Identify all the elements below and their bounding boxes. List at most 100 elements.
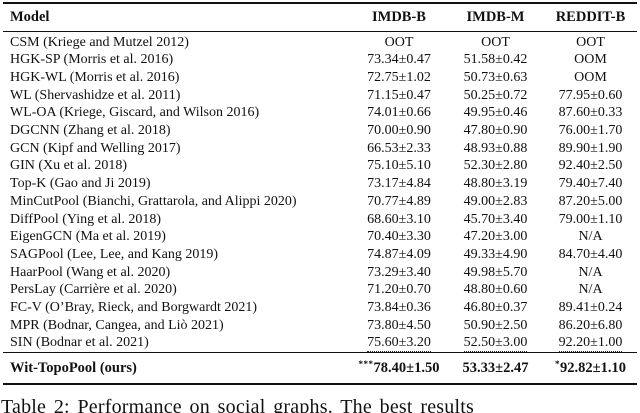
score-value: 77.95±0.60 bbox=[558, 87, 623, 103]
score-value: 76.00±1.70 bbox=[558, 123, 623, 139]
score-value: 68.60±3.10 bbox=[367, 211, 431, 227]
score-cell: 87.60±0.33 bbox=[544, 104, 637, 122]
score-value: 50.73±0.63 bbox=[463, 69, 528, 85]
score-cell: 50.25±0.72 bbox=[447, 87, 544, 105]
score-value: 72.75±1.02 bbox=[367, 69, 431, 85]
table-row: HGK-WL (Morris et al. 2016) 72.75±1.02 50.… bbox=[3, 69, 637, 87]
score-cell: 47.80±0.90 bbox=[447, 122, 544, 140]
score-cell: OOT bbox=[351, 31, 447, 51]
table-row: MPR (Bodnar, Cangea, and Liò 2021) 73.80±… bbox=[3, 317, 637, 335]
column-header-imdb-m: IMDB-M bbox=[447, 2, 544, 32]
model-name-cell: FC-V (O’Bray, Rieck, and Borgwardt 2021) bbox=[10, 300, 258, 316]
score-value: 74.01±0.66 bbox=[367, 105, 431, 121]
score-value: OOT bbox=[384, 34, 414, 50]
score-cell: 49.00±2.83 bbox=[447, 193, 544, 211]
score-cell: 86.20±6.80 bbox=[544, 317, 637, 335]
model-name-cell: HGK-SP (Morris et al. 2016) bbox=[10, 52, 174, 68]
model-name-cell: HGK-WL (Morris et al. 2016) bbox=[10, 69, 180, 85]
header-row: Model IMDB-B IMDB-M REDDIT-B bbox=[3, 2, 637, 32]
model-name-cell: Top-K (Gao and Ji 2019) bbox=[10, 176, 151, 192]
score-cell: 79.40±7.40 bbox=[544, 175, 637, 193]
table-caption: Table 2: Performance on social graphs. T… bbox=[1, 396, 474, 413]
column-header-model: Model bbox=[3, 2, 351, 32]
score-value: N/A bbox=[578, 282, 603, 298]
score-value: 73.17±4.84 bbox=[367, 176, 431, 192]
significance-marker: * bbox=[555, 358, 561, 369]
score-cell: 48.93±0.88 bbox=[447, 140, 544, 158]
score-value: 71.15±0.47 bbox=[367, 87, 431, 103]
table-footer: Wit-TopoPool (ours) ***78.40±1.50 53.33±2.… bbox=[3, 352, 637, 385]
score-value: 79.00±1.10 bbox=[558, 211, 623, 227]
score-cell: 77.95±0.60 bbox=[544, 87, 637, 105]
score-cell: OOT bbox=[544, 31, 637, 51]
score-cell: 73.84±0.36 bbox=[351, 299, 447, 317]
table-row: DGCNN (Zhang et al. 2018) 70.00±0.90 47.80… bbox=[3, 122, 637, 140]
score-value: OOM bbox=[574, 52, 607, 68]
score-cell: 49.98±5.70 bbox=[447, 264, 544, 282]
score-value: 70.00±0.90 bbox=[367, 123, 431, 139]
score-cell: 76.00±1.70 bbox=[544, 122, 637, 140]
score-value: 89.90±1.90 bbox=[558, 140, 623, 156]
column-header-imdb-b: IMDB-B bbox=[351, 2, 447, 32]
score-cell: 49.33±4.90 bbox=[447, 246, 544, 264]
score-value: OOT bbox=[576, 34, 605, 50]
model-name-cell: GCN (Kipf and Welling 2017) bbox=[10, 140, 181, 156]
score-cell: N/A bbox=[544, 228, 637, 246]
score-cell: OOM bbox=[544, 51, 637, 69]
score-cell: N/A bbox=[544, 281, 637, 299]
highlight-model-name-cell: Wit-TopoPool (ours) bbox=[3, 352, 351, 385]
score-value: N/A bbox=[578, 229, 603, 245]
table-row: Top-K (Gao and Ji 2019) 73.17±4.84 48.80±3… bbox=[3, 175, 637, 193]
model-name-cell: WL (Shervashidze et al. 2011) bbox=[10, 87, 181, 103]
score-cell: 92.20±1.00 bbox=[544, 334, 637, 353]
score-value: 89.41±0.24 bbox=[558, 300, 623, 316]
score-cell: 87.20±5.00 bbox=[544, 193, 637, 211]
score-cell: 46.80±0.37 bbox=[447, 299, 544, 317]
score-value: 50.25±0.72 bbox=[463, 87, 528, 103]
table-row: WL (Shervashidze et al. 2011) 71.15±0.47 5… bbox=[3, 87, 637, 105]
score-cell: 84.70±4.40 bbox=[544, 246, 637, 264]
score-value: 52.30±2.80 bbox=[463, 158, 528, 174]
score-value: 49.98±5.70 bbox=[463, 264, 528, 280]
table-row: SAGPool (Lee, Lee, and Kang 2019) 74.87±4… bbox=[3, 246, 637, 264]
score-value: 73.84±0.36 bbox=[367, 300, 431, 316]
score-cell: 50.90±2.50 bbox=[447, 317, 544, 335]
score-value: 92.82±1.10 bbox=[560, 359, 626, 376]
score-value: 45.70±3.40 bbox=[463, 211, 528, 227]
table-row: PersLay (Carrière et al. 2020) 71.20±0.70… bbox=[3, 281, 637, 299]
score-cell: 52.30±2.80 bbox=[447, 157, 544, 175]
score-value: 70.77±4.89 bbox=[367, 193, 431, 209]
score-cell: 48.80±0.60 bbox=[447, 281, 544, 299]
table-row: EigenGCN (Ma et al. 2019) 70.40±3.30 47.20… bbox=[3, 228, 637, 246]
table-body: CSM (Kriege and Mutzel 2012) OOT OOT OOT HGK… bbox=[3, 31, 637, 353]
score-cell: 89.90±1.90 bbox=[544, 140, 637, 158]
score-value: 70.40±3.30 bbox=[367, 229, 431, 245]
column-header-reddit-b: REDDIT-B bbox=[544, 2, 637, 32]
model-name-cell: SAGPool (Lee, Lee, and Kang 2019) bbox=[10, 246, 219, 262]
score-cell: 70.00±0.90 bbox=[351, 122, 447, 140]
score-value: 48.93±0.88 bbox=[463, 140, 528, 156]
score-cell: 79.00±1.10 bbox=[544, 211, 637, 229]
model-name-cell: SIN (Bodnar et al. 2021) bbox=[10, 335, 149, 351]
score-cell: 47.20±3.00 bbox=[447, 228, 544, 246]
score-value: 92.40±2.50 bbox=[558, 158, 623, 174]
model-name-cell: MinCutPool (Bianchi, Grattarola, and Ali… bbox=[10, 193, 297, 209]
score-cell: 49.95±0.46 bbox=[447, 104, 544, 122]
score-cell: 72.75±1.02 bbox=[351, 69, 447, 87]
score-cell: OOM bbox=[544, 69, 637, 87]
score-value: 75.10±5.10 bbox=[367, 158, 431, 174]
score-cell: 45.70±3.40 bbox=[447, 211, 544, 229]
model-name-cell: EigenGCN (Ma et al. 2019) bbox=[10, 229, 166, 245]
score-cell: 89.41±0.24 bbox=[544, 299, 637, 317]
score-value: 49.00±2.83 bbox=[463, 193, 528, 209]
score-value: 52.50±3.00 bbox=[463, 335, 528, 353]
score-value: 71.20±0.70 bbox=[367, 282, 431, 298]
results-table: Model IMDB-B IMDB-M REDDIT-B CSM (Kriege… bbox=[3, 2, 637, 385]
model-name-cell: PersLay (Carrière et al. 2020) bbox=[10, 282, 177, 298]
model-name-cell: HaarPool (Wang et al. 2020) bbox=[10, 264, 171, 280]
score-value: 75.60±3.20 bbox=[367, 335, 431, 353]
score-value: 86.20±6.80 bbox=[558, 317, 623, 333]
score-cell: 74.87±4.09 bbox=[351, 246, 447, 264]
score-cell: 74.01±0.66 bbox=[351, 104, 447, 122]
